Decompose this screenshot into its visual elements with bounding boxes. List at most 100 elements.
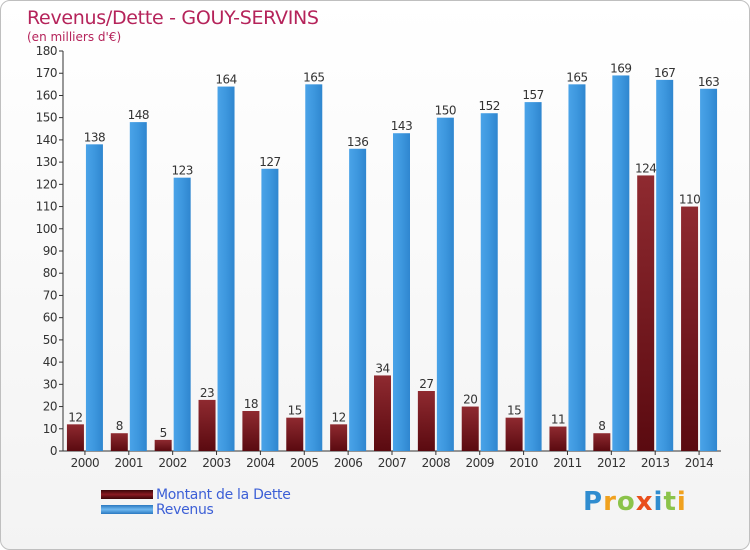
legend-item-dette: Montant de la Dette <box>101 486 291 503</box>
x-tick-label: 2011 <box>553 456 582 470</box>
debt-value-label: 34 <box>375 361 389 375</box>
y-tick-label: 180 <box>36 44 57 58</box>
y-tick-label: 150 <box>36 111 57 125</box>
y-tick-label: 30 <box>43 377 57 391</box>
revenue-bar <box>85 144 103 452</box>
debt-value-label: 124 <box>635 161 656 175</box>
x-tick-label: 2003 <box>202 456 231 470</box>
revenue-bar <box>129 122 147 451</box>
y-tick-label: 20 <box>43 400 57 414</box>
revenue-value-label: 143 <box>391 119 412 133</box>
legend-label-revenus: Revenus <box>156 501 214 518</box>
revenue-value-label: 164 <box>215 73 236 87</box>
x-tick-label: 2005 <box>290 456 319 470</box>
revenue-bar <box>612 75 630 451</box>
debt-bar <box>593 433 611 451</box>
debt-value-label: 18 <box>244 397 258 411</box>
revenue-bar <box>393 133 410 451</box>
legend-item-revenus: Revenus <box>101 501 291 518</box>
x-tick-label: 2010 <box>509 456 538 470</box>
revenue-bar <box>568 84 586 451</box>
y-tick-label: 120 <box>36 177 57 191</box>
y-tick-label: 130 <box>36 155 57 169</box>
revenue-bar <box>305 84 323 451</box>
x-tick-label: 2012 <box>597 456 626 470</box>
chart-title: Revenus/Dette - GOUY-SERVINS <box>27 7 319 29</box>
revenue-value-label: 165 <box>566 70 587 84</box>
debt-bar <box>154 439 172 451</box>
debt-value-label: 23 <box>200 386 214 400</box>
revenue-bar <box>217 86 235 452</box>
revenue-value-label: 138 <box>84 130 105 144</box>
debt-value-label: 27 <box>419 377 433 391</box>
debt-bar <box>198 399 216 451</box>
revenue-bar <box>480 113 498 451</box>
x-tick-label: 2013 <box>641 456 670 470</box>
x-tick-label: 2002 <box>158 456 187 470</box>
debt-bar <box>330 424 348 451</box>
y-tick-label: 10 <box>43 422 57 436</box>
debt-bar <box>417 391 435 451</box>
debt-value-label: 20 <box>463 393 477 407</box>
debt-value-label: 12 <box>68 410 82 424</box>
x-tick-label: 2007 <box>378 456 407 470</box>
legend-label-dette: Montant de la Dette <box>156 486 291 503</box>
debt-bar <box>374 375 391 451</box>
debt-bar <box>242 411 260 451</box>
x-tick-label: 2004 <box>246 456 275 470</box>
debt-bar <box>66 424 84 451</box>
debt-bar <box>110 433 128 451</box>
revenue-bar <box>656 79 674 451</box>
debt-bar <box>681 206 699 451</box>
legend-swatch-revenus <box>101 505 153 514</box>
y-tick-label: 60 <box>43 311 57 325</box>
logo-letter: P <box>583 487 604 517</box>
revenue-value-label: 148 <box>128 108 149 122</box>
y-tick-label: 170 <box>36 66 57 80</box>
debt-value-label: 8 <box>598 419 605 433</box>
revenue-value-label: 150 <box>435 104 456 118</box>
revenue-bar <box>261 168 279 451</box>
revenue-value-label: 123 <box>171 164 192 178</box>
y-tick-label: 90 <box>43 244 57 258</box>
revenue-bar <box>349 148 367 451</box>
debt-value-label: 5 <box>160 426 167 440</box>
revenue-bar <box>700 88 718 452</box>
debt-value-label: 12 <box>331 410 345 424</box>
debt-value-label: 110 <box>679 193 700 207</box>
revenue-value-label: 165 <box>303 70 324 84</box>
y-tick-label: 50 <box>43 333 57 347</box>
debt-bar <box>549 426 567 451</box>
logo-letter: x <box>635 487 654 517</box>
y-tick-label: 100 <box>36 222 57 236</box>
logo-letter: o <box>616 487 636 517</box>
x-tick-label: 2014 <box>685 456 714 470</box>
x-tick-label: 2008 <box>422 456 451 470</box>
revenue-value-label: 169 <box>610 61 631 75</box>
legend: Montant de la Dette Revenus <box>101 486 291 518</box>
legend-swatch-dette <box>101 490 153 499</box>
debt-bar <box>505 417 523 451</box>
debt-value-label: 15 <box>288 404 302 418</box>
revenue-bar <box>524 102 542 451</box>
debt-value-label: 15 <box>507 404 521 418</box>
proxiti-logo: Proxiti <box>583 487 687 517</box>
y-tick-label: 110 <box>36 200 57 214</box>
x-tick-label: 2006 <box>334 456 363 470</box>
y-tick-label: 80 <box>43 266 57 280</box>
logo-letter: i <box>676 487 687 517</box>
revenue-bar <box>436 117 454 452</box>
x-tick-label: 2001 <box>115 456 144 470</box>
debt-value-label: 11 <box>551 413 565 427</box>
revenue-value-label: 152 <box>479 99 500 113</box>
y-tick-label: 70 <box>43 288 57 302</box>
y-tick-label: 140 <box>36 133 57 147</box>
logo-letter: r <box>603 487 617 517</box>
debt-bar <box>461 406 479 451</box>
revenue-value-label: 163 <box>698 75 719 89</box>
revenue-value-label: 167 <box>654 66 675 80</box>
logo-letter: i <box>653 487 664 517</box>
debt-bar <box>637 175 655 451</box>
